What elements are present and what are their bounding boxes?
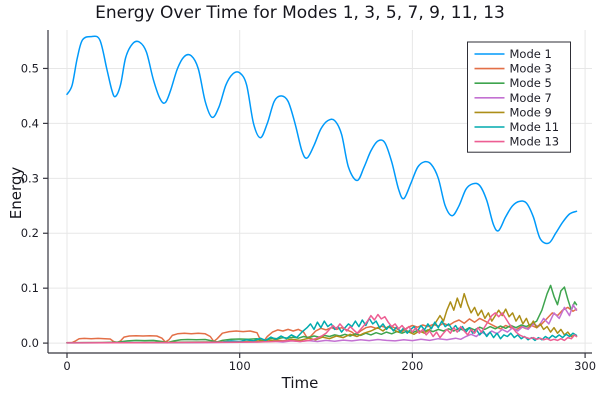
y-tick-label: 0.4 — [21, 116, 39, 130]
legend-label: Mode 1 — [510, 47, 552, 61]
y-tick-label: 0.0 — [21, 336, 39, 350]
series-line-mode-11 — [66, 317, 578, 344]
y-tick-label: 0.3 — [21, 171, 39, 185]
legend-entry-mode-5: Mode 5 — [474, 76, 552, 90]
y-tick-label: 0.1 — [21, 281, 39, 295]
x-tick-label: 0 — [63, 359, 70, 373]
series-line-mode-9 — [66, 292, 578, 344]
x-axis-label: Time — [281, 374, 319, 392]
series-line-mode-13 — [66, 312, 578, 344]
legend-entry-mode-9: Mode 9 — [474, 105, 552, 119]
legend-label: Mode 5 — [510, 76, 552, 90]
legend-label: Mode 7 — [510, 91, 552, 105]
tick-labels: 0 100 200 300 0.0 0.1 0.2 0.3 0.4 0.5 — [21, 61, 596, 373]
legend-entry-mode-1: Mode 1 — [474, 47, 552, 61]
x-tick-label: 200 — [401, 359, 423, 373]
legend-entry-mode-13: Mode 13 — [474, 135, 560, 149]
legend-entry-mode-11: Mode 11 — [474, 120, 560, 134]
legend-label: Mode 13 — [510, 135, 560, 149]
series-line-mode-1 — [66, 35, 578, 245]
series-line-mode-3 — [66, 306, 578, 344]
series-line-mode-5 — [66, 284, 578, 344]
x-tick-label: 100 — [229, 359, 251, 373]
axes — [43, 30, 592, 358]
y-tick-label: 0.5 — [21, 61, 39, 75]
x-tick-label: 300 — [574, 359, 596, 373]
legend-label: Mode 3 — [510, 62, 552, 76]
chart-title: Energy Over Time for Modes 1, 3, 5, 7, 9… — [95, 3, 505, 23]
legend-label: Mode 11 — [510, 120, 560, 134]
legend-entry-mode-3: Mode 3 — [474, 62, 552, 76]
y-tick-label: 0.2 — [21, 226, 39, 240]
legend-entry-mode-7: Mode 7 — [474, 91, 552, 105]
legend-label: Mode 9 — [510, 105, 552, 119]
